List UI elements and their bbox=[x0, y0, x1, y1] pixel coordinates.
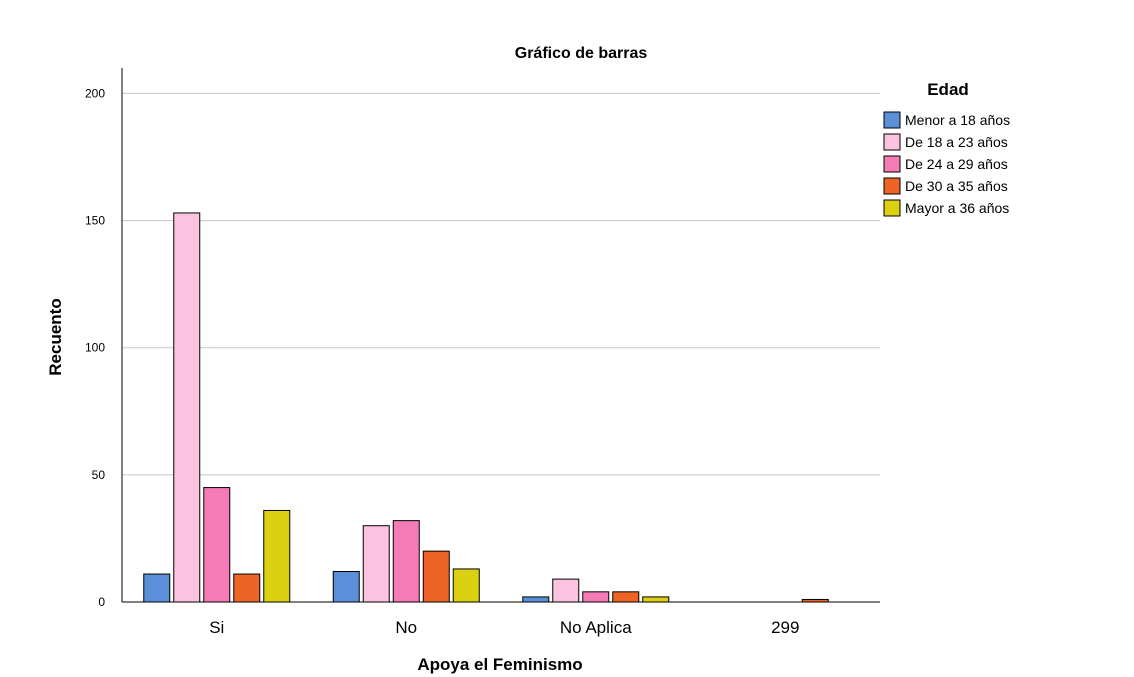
bar-no-aplica-series-2 bbox=[552, 578, 580, 603]
x-tick-label: Si bbox=[209, 618, 224, 637]
bar-no-aplica-series-4 bbox=[612, 591, 640, 603]
legend-label: De 30 a 35 años bbox=[905, 178, 1008, 194]
legend-swatch bbox=[883, 177, 901, 195]
legend-swatch bbox=[883, 133, 901, 151]
bar-no-aplica-series-5 bbox=[642, 596, 670, 603]
bar-si-series-1 bbox=[143, 573, 171, 603]
bar-no-series-2 bbox=[362, 525, 390, 603]
y-axis-title: Recuento bbox=[46, 298, 65, 375]
bars bbox=[143, 212, 829, 603]
legend: Edad Menor a 18 años De 18 a 23 años De 24… bbox=[883, 80, 1010, 217]
bar-si-series-5 bbox=[263, 509, 291, 603]
x-tick-label: 299 bbox=[771, 618, 799, 637]
legend-swatch bbox=[883, 111, 901, 129]
x-tick-labels: Si No No Aplica 299 bbox=[209, 618, 799, 637]
y-tick-label: 150 bbox=[85, 214, 105, 228]
y-tick-label: 100 bbox=[85, 341, 105, 355]
legend-swatch bbox=[883, 155, 901, 173]
x-axis-title: Apoya el Feminismo bbox=[417, 655, 582, 674]
bar-si-series-4 bbox=[233, 573, 261, 603]
legend-title: Edad bbox=[927, 80, 969, 99]
y-tick-labels: 0 50 100 150 200 bbox=[85, 86, 105, 609]
y-tick-label: 0 bbox=[98, 595, 105, 609]
x-tick-label: No Aplica bbox=[560, 618, 632, 637]
bar-no-series-3 bbox=[392, 520, 420, 603]
chart-title: Gráfico de barras bbox=[515, 45, 648, 62]
bar-si-series-3 bbox=[203, 487, 231, 603]
legend-label: Menor a 18 años bbox=[905, 112, 1010, 128]
x-tick-label: No bbox=[395, 618, 417, 637]
gridlines bbox=[122, 92, 880, 476]
legend-label: De 18 a 23 años bbox=[905, 134, 1008, 150]
y-tick-label: 200 bbox=[85, 86, 105, 100]
axes bbox=[121, 68, 880, 603]
legend-items: Menor a 18 años De 18 a 23 años De 24 a 29… bbox=[883, 111, 1010, 217]
bar-no-series-4 bbox=[422, 550, 450, 603]
bar-no-series-1 bbox=[332, 570, 360, 603]
y-tick-label: 50 bbox=[92, 468, 106, 482]
legend-label: De 24 a 29 años bbox=[905, 156, 1008, 172]
legend-swatch bbox=[883, 199, 901, 217]
bar-no-aplica-series-1 bbox=[522, 596, 550, 603]
legend-label: Mayor a 36 años bbox=[905, 200, 1009, 216]
bar-si-series-2 bbox=[173, 212, 201, 603]
bar-no-series-5 bbox=[452, 568, 480, 603]
bar-no-aplica-series-3 bbox=[582, 591, 610, 603]
